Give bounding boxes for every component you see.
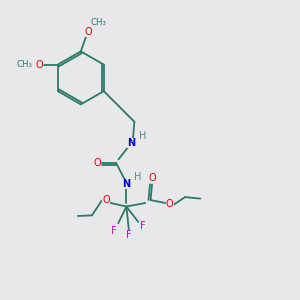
Text: O: O [94, 158, 101, 168]
Text: H: H [134, 172, 141, 182]
Text: N: N [122, 178, 130, 189]
Text: F: F [140, 221, 146, 231]
Text: N: N [128, 138, 136, 148]
Text: O: O [166, 200, 173, 209]
Text: O: O [102, 195, 110, 205]
Text: F: F [126, 230, 132, 240]
Text: O: O [85, 27, 93, 37]
Text: CH₃: CH₃ [91, 18, 106, 27]
Text: CH₃: CH₃ [16, 60, 32, 69]
Text: H: H [139, 131, 146, 142]
Text: F: F [111, 226, 117, 236]
Text: O: O [148, 173, 156, 183]
Text: O: O [35, 60, 43, 70]
